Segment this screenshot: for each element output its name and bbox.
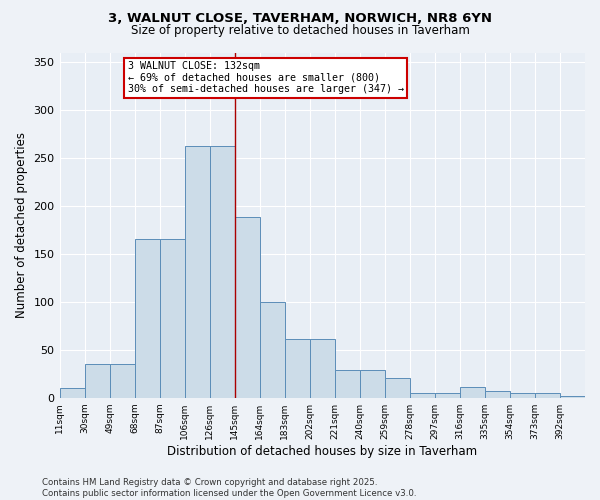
Text: Size of property relative to detached houses in Taverham: Size of property relative to detached ho… bbox=[131, 24, 469, 37]
Bar bbox=[185, 146, 209, 398]
Text: 3 WALNUT CLOSE: 132sqm
← 69% of detached houses are smaller (800)
30% of semi-de: 3 WALNUT CLOSE: 132sqm ← 69% of detached… bbox=[128, 61, 404, 94]
Bar bbox=[435, 393, 460, 398]
Bar bbox=[385, 378, 410, 398]
Bar bbox=[110, 364, 134, 398]
Bar bbox=[160, 240, 185, 398]
Bar bbox=[485, 391, 510, 398]
Text: 3, WALNUT CLOSE, TAVERHAM, NORWICH, NR8 6YN: 3, WALNUT CLOSE, TAVERHAM, NORWICH, NR8 … bbox=[108, 12, 492, 26]
Bar bbox=[510, 393, 535, 398]
Text: Contains HM Land Registry data © Crown copyright and database right 2025.
Contai: Contains HM Land Registry data © Crown c… bbox=[42, 478, 416, 498]
Bar bbox=[335, 370, 360, 398]
Bar bbox=[85, 364, 110, 398]
Bar bbox=[209, 146, 235, 398]
X-axis label: Distribution of detached houses by size in Taverham: Distribution of detached houses by size … bbox=[167, 444, 478, 458]
Bar bbox=[360, 370, 385, 398]
Bar bbox=[134, 240, 160, 398]
Bar bbox=[535, 393, 560, 398]
Bar bbox=[310, 339, 335, 398]
Bar bbox=[59, 388, 85, 398]
Bar bbox=[235, 218, 260, 398]
Bar bbox=[285, 339, 310, 398]
Bar bbox=[410, 393, 435, 398]
Bar bbox=[560, 396, 585, 398]
Bar bbox=[260, 302, 285, 398]
Bar bbox=[460, 387, 485, 398]
Y-axis label: Number of detached properties: Number of detached properties bbox=[15, 132, 28, 318]
